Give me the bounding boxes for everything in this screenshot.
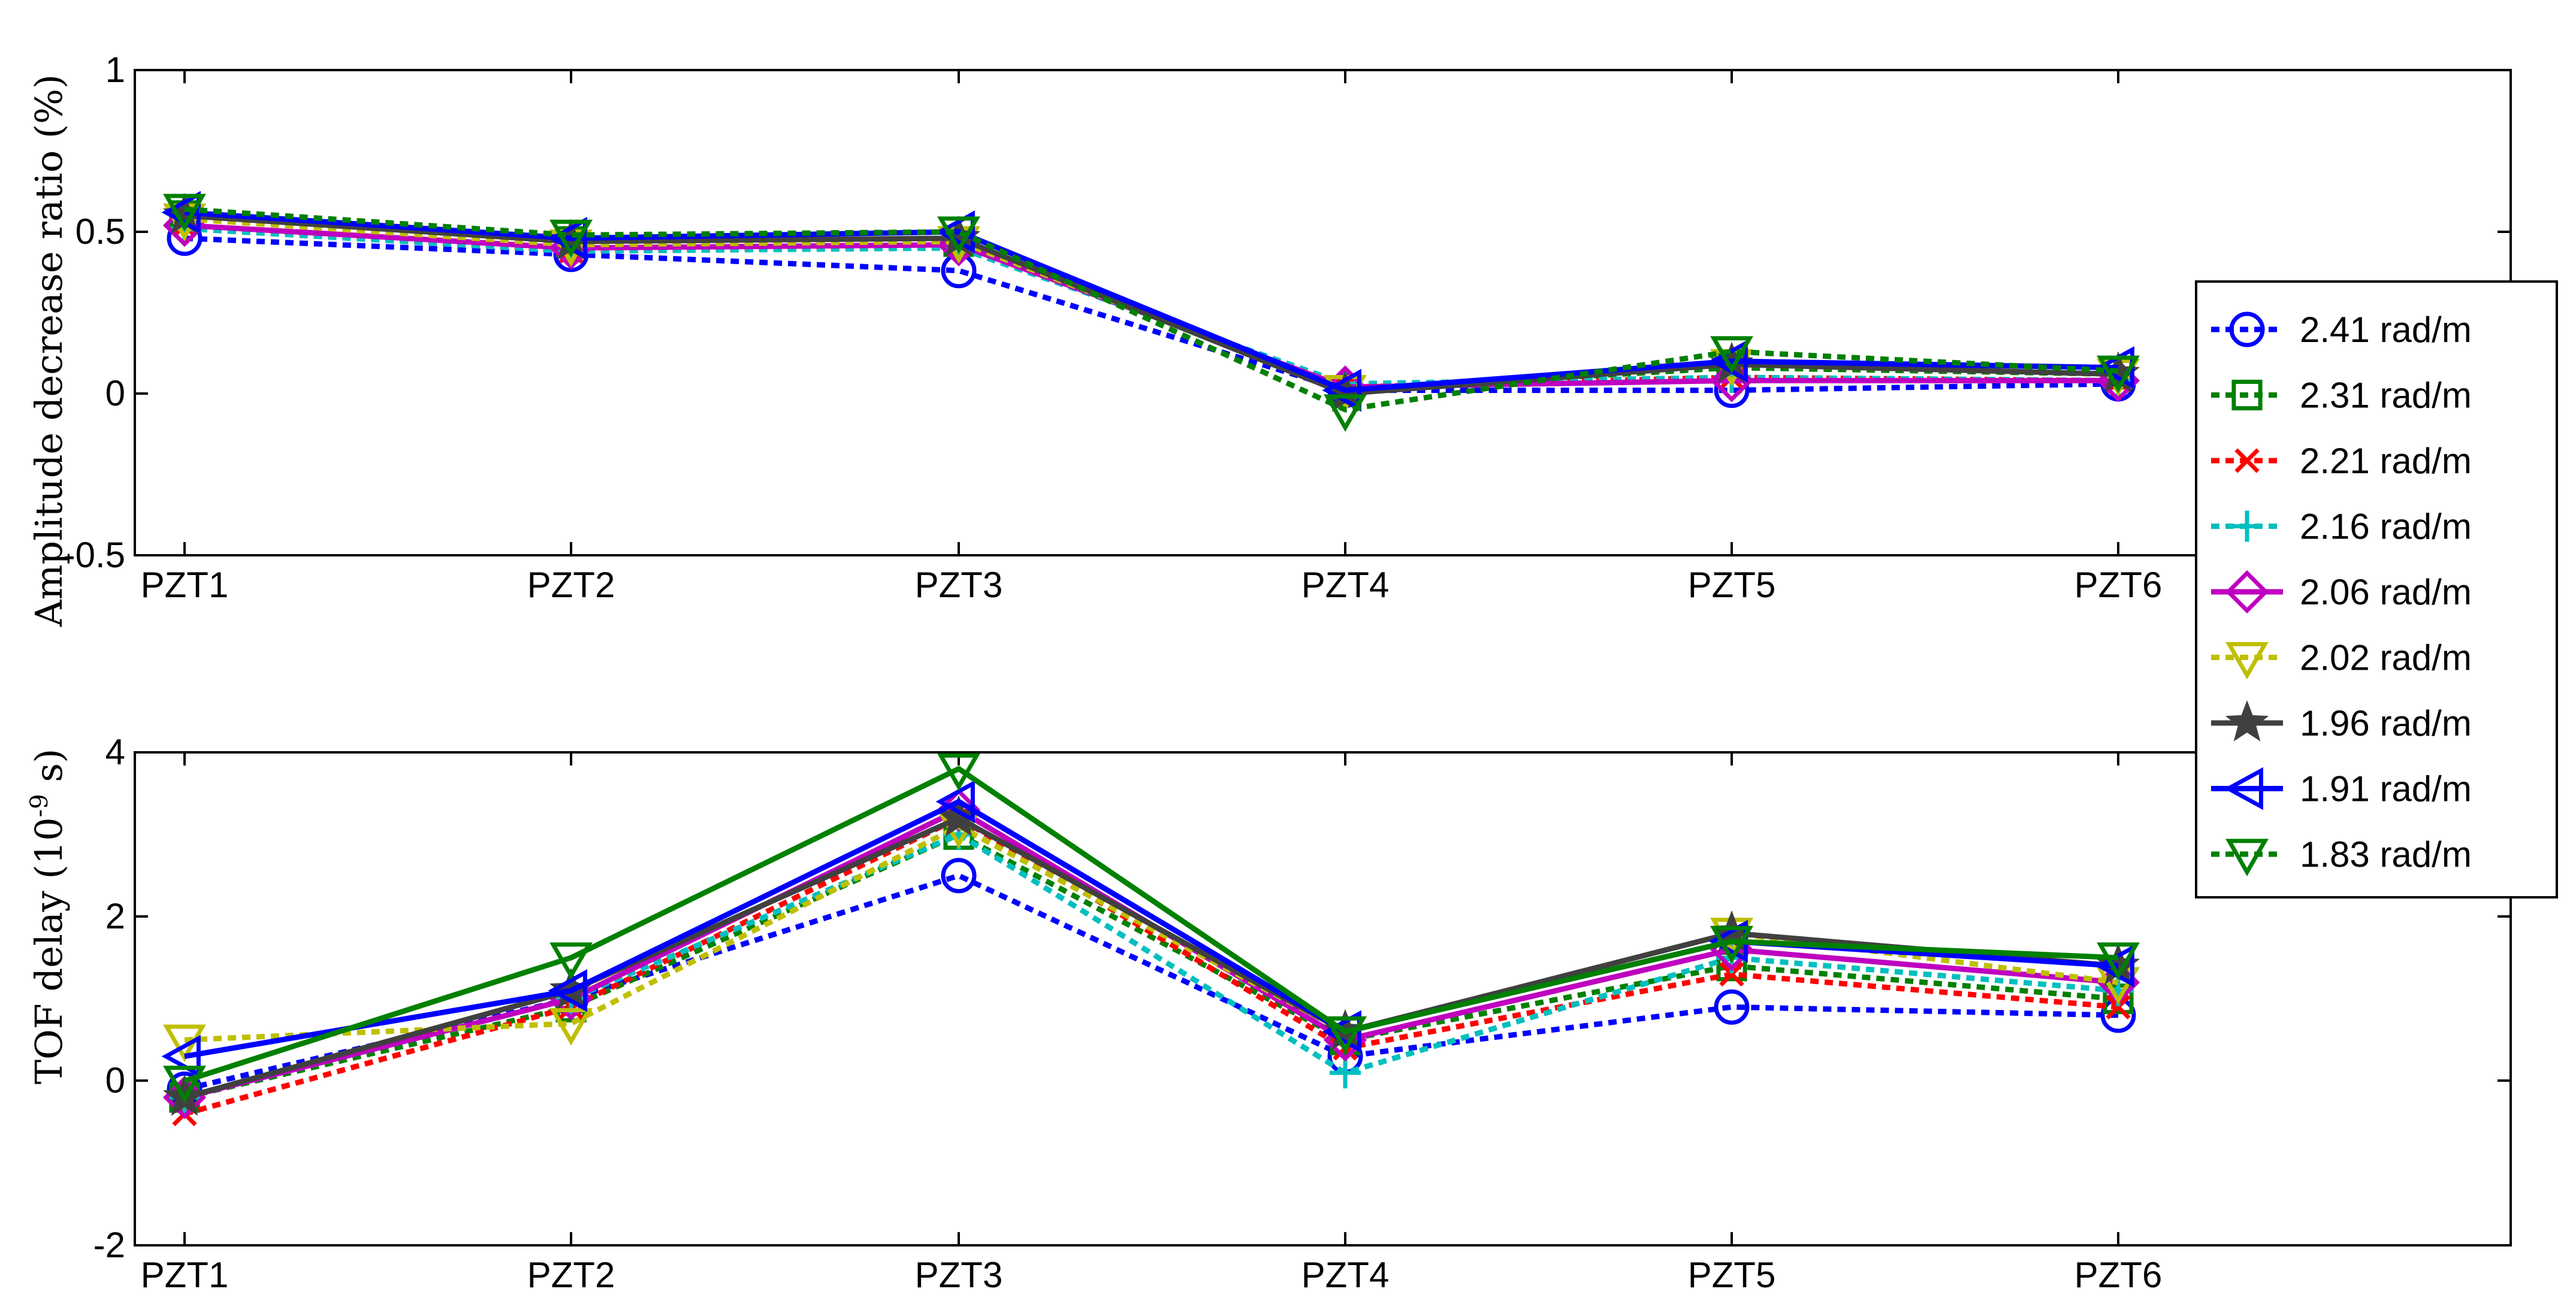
series-line xyxy=(184,210,2119,394)
legend-label: 1.96 rad/m xyxy=(2300,703,2472,743)
legend-marker xyxy=(2229,311,2265,347)
panel-tof: 4 2 0 -2 PZT1 PZT2 PZT3 PZT4 PZT5 PZT6 xyxy=(93,732,2512,1295)
data-point-marker xyxy=(1330,1057,1361,1088)
data-point-marker xyxy=(937,753,980,791)
bottom-y-axis-title-main: TOF delay (10 xyxy=(27,817,71,1084)
bottom-y-axis-title-sup: -9 xyxy=(26,794,53,817)
series-2-06-rad-m xyxy=(162,788,2140,1120)
y-tick-label: 2 xyxy=(105,896,125,936)
data-point-marker xyxy=(937,216,980,254)
x-tick-label-pzt5: PZT5 xyxy=(1688,565,1776,605)
x-tick-label-pzt3: PZT3 xyxy=(915,565,1003,605)
legend-entry: 1.96 rad/m xyxy=(2211,700,2472,743)
plot-frame xyxy=(134,751,2512,1247)
data-point-marker xyxy=(549,942,593,980)
data-point-marker xyxy=(935,210,975,253)
bottom-y-axis-title: TOF delay (10-9 s) xyxy=(26,749,71,1085)
series-2-16-rad-m xyxy=(169,819,2134,1114)
y-tick-label: 4 xyxy=(105,732,125,772)
data-point-marker xyxy=(1322,1010,1361,1054)
plots-layer: 1 0.5 0 -0.5 PZT1 PZT2 PZT3 PZT4 PZT5 PZT6 4 2 0 -2 PZ… xyxy=(64,50,2512,1295)
series-1-83-rad-m xyxy=(163,193,2140,432)
data-point-marker xyxy=(163,1066,206,1103)
legend-entry: 2.06 rad/m xyxy=(2211,570,2472,614)
legend-marker xyxy=(2225,642,2269,680)
legend-items: 2.41 rad/m 2.31 rad/m 2.21 rad/m 2.16 rad/m… xyxy=(2211,310,2472,876)
x-tick-label-pzt4: PZT4 xyxy=(1301,1255,1390,1295)
legend-entry: 2.16 rad/m xyxy=(2211,507,2472,547)
top-y-axis-title: Amplitude decrease ratio (%) xyxy=(27,74,71,627)
series-1-96-rad-m xyxy=(162,795,2140,1116)
legend-marker xyxy=(2231,510,2263,542)
legend-label: 1.83 rad/m xyxy=(2300,834,2472,875)
legend-entry: 2.02 rad/m xyxy=(2211,638,2472,680)
legend-marker xyxy=(2234,448,2260,473)
legend-marker xyxy=(2225,570,2269,614)
legend-label: 2.41 rad/m xyxy=(2300,310,2472,350)
legend-label: 2.31 rad/m xyxy=(2300,376,2472,416)
legend-entry: 2.31 rad/m xyxy=(2211,376,2472,416)
y-tick-label: 0.5 xyxy=(76,211,125,252)
data-point-marker xyxy=(941,858,977,894)
bottom-y-axis-title-tail: s) xyxy=(27,749,71,794)
legend-label: 2.02 rad/m xyxy=(2300,638,2472,678)
data-point-marker xyxy=(549,219,593,258)
panel-amplitude: 1 0.5 0 -0.5 PZT1 PZT2 PZT3 PZT4 PZT5 PZT6 xyxy=(64,50,2512,605)
y-tick-label: 0 xyxy=(105,1060,125,1100)
legend-entry: 2.41 rad/m xyxy=(2211,310,2472,350)
legend-label: 2.21 rad/m xyxy=(2300,441,2472,481)
x-tick-label-pzt4: PZT4 xyxy=(1301,565,1390,605)
series-line xyxy=(184,824,2119,1043)
series-line xyxy=(183,807,2119,1100)
y-tick-label: -2 xyxy=(93,1225,125,1265)
x-tick-label-pzt6: PZT6 xyxy=(2074,565,2163,605)
series-line xyxy=(184,206,2119,413)
data-point-marker xyxy=(1324,394,1367,432)
data-point-marker xyxy=(2106,994,2131,1019)
legend-marker xyxy=(2225,839,2269,876)
legend-entry: 2.21 rad/m xyxy=(2211,441,2472,481)
data-point-marker xyxy=(1710,925,1753,964)
legend-label: 2.06 rad/m xyxy=(2300,572,2472,612)
data-point-marker xyxy=(1719,961,1744,987)
data-point-marker xyxy=(1714,989,1750,1025)
legend: 2.41 rad/m 2.31 rad/m 2.21 rad/m 2.16 rad/m… xyxy=(2195,280,2558,898)
legend-label: 1.91 rad/m xyxy=(2300,769,2472,809)
x-tick-label-pzt1: PZT1 xyxy=(141,1255,229,1295)
data-point-marker xyxy=(549,1008,593,1046)
data-point-marker xyxy=(161,1034,201,1078)
series-line xyxy=(183,831,2119,1100)
series-line xyxy=(184,213,2119,397)
legend-entry: 1.91 rad/m xyxy=(2211,767,2472,810)
legend-entry: 1.83 rad/m xyxy=(2211,834,2472,876)
plot-frame xyxy=(134,69,2512,556)
data-point-marker xyxy=(1324,1016,1367,1054)
data-point-marker xyxy=(1710,336,1753,374)
data-point-marker xyxy=(548,969,587,1012)
legend-marker xyxy=(2225,700,2269,742)
data-point-marker xyxy=(935,780,975,824)
legend-marker xyxy=(2224,767,2263,810)
y-tick-label: -0.5 xyxy=(64,535,125,575)
legend-marker xyxy=(2231,379,2263,411)
y-tick-label: 1 xyxy=(105,50,125,90)
x-tick-label-pzt3: PZT3 xyxy=(915,1255,1003,1295)
series-1-83-rad-m xyxy=(163,753,2140,1103)
x-tick-label-pzt1: PZT1 xyxy=(141,565,229,605)
data-point-marker xyxy=(163,193,206,232)
series-line xyxy=(184,235,2119,394)
x-tick-label-pzt6: PZT6 xyxy=(2074,1255,2163,1295)
series-line xyxy=(183,766,2119,1084)
series-line xyxy=(183,815,2119,1100)
x-tick-label-pzt2: PZT2 xyxy=(527,1255,615,1295)
legend-label: 2.16 rad/m xyxy=(2300,507,2472,547)
data-point-marker xyxy=(2097,942,2140,980)
data-point-marker xyxy=(1322,368,1361,412)
series-2-21-rad-m xyxy=(172,806,2131,1127)
y-tick-label: 0 xyxy=(105,373,125,413)
x-tick-label-pzt5: PZT5 xyxy=(1688,1255,1776,1295)
x-tick-label-pzt2: PZT2 xyxy=(527,565,615,605)
data-point-marker xyxy=(2097,355,2140,394)
